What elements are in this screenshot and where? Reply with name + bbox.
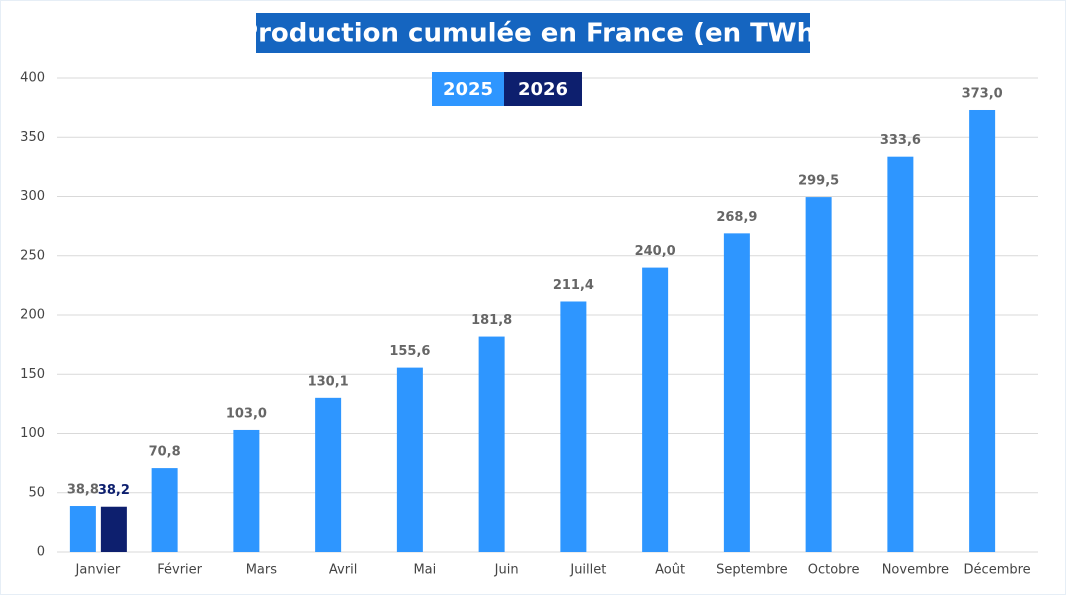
value-label: 333,6 <box>880 133 921 148</box>
bar <box>805 197 832 552</box>
y-tick-label: 350 <box>20 130 45 145</box>
x-tick-label: Juin <box>494 563 519 578</box>
value-label: 373,0 <box>962 86 1003 101</box>
x-tick-label: Février <box>157 563 202 578</box>
bar <box>478 336 505 552</box>
value-label: 103,0 <box>226 406 267 421</box>
value-label: 240,0 <box>635 244 676 259</box>
bar <box>887 156 914 552</box>
bar <box>969 109 996 553</box>
chart-title: Production cumulée en France (en TWh) <box>239 19 827 49</box>
value-label: 155,6 <box>389 344 430 359</box>
y-tick-label: 200 <box>20 308 45 323</box>
x-tick-label: Janvier <box>75 563 121 578</box>
x-tick-label: Mai <box>413 563 436 578</box>
x-tick-label: Septembre <box>716 563 788 578</box>
bar <box>396 367 423 552</box>
x-tick-label: Avril <box>329 563 357 578</box>
x-tick-label: Décembre <box>964 563 1031 578</box>
title-box <box>256 13 810 53</box>
x-tick-label: Août <box>655 563 685 578</box>
bar <box>560 301 587 552</box>
legend-label: 2025 <box>443 79 493 100</box>
x-tick-label: Mars <box>246 563 278 578</box>
legend-label: 2026 <box>518 79 568 100</box>
value-label: 299,5 <box>798 174 839 189</box>
x-tick-label: Octobre <box>808 563 860 578</box>
y-tick-label: 100 <box>20 426 45 441</box>
bar <box>642 267 669 552</box>
y-tick-label: 250 <box>20 248 45 263</box>
value-label: 38,2 <box>98 483 130 498</box>
value-label: 70,8 <box>149 445 181 460</box>
y-tick-label: 400 <box>20 71 45 86</box>
x-tick-label: Novembre <box>882 563 949 578</box>
y-tick-label: 300 <box>20 189 45 204</box>
y-tick-label: 0 <box>37 545 45 560</box>
bar <box>723 233 750 552</box>
bar <box>100 506 127 552</box>
value-label: 130,1 <box>308 374 349 389</box>
legend-swatch <box>504 72 582 106</box>
x-tick-label: Juillet <box>569 563 606 578</box>
bar <box>69 506 96 552</box>
bar <box>315 397 342 552</box>
y-tick-label: 50 <box>28 485 45 500</box>
value-label: 268,9 <box>716 210 757 225</box>
y-tick-label: 150 <box>20 367 45 382</box>
value-label: 211,4 <box>553 278 594 293</box>
value-label: 181,8 <box>471 313 512 328</box>
legend-swatch <box>432 72 504 106</box>
value-label: 38,8 <box>67 483 99 498</box>
bar <box>151 468 178 552</box>
bar <box>233 429 260 552</box>
